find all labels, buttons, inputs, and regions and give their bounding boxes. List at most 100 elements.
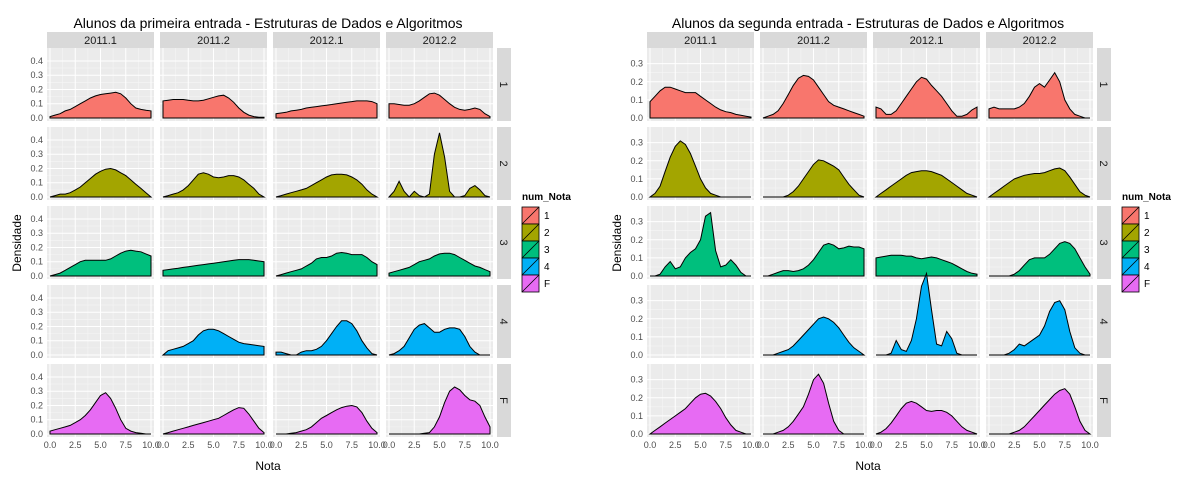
x-tick-label: 10.0 [368,440,386,450]
x-tick-label: 5.0 [807,440,820,450]
legend-label: 2 [1144,228,1150,239]
y-tick-label: 0.0 [30,113,43,123]
y-tick-label: 0.0 [30,271,43,281]
y-tick-label: 0.0 [630,350,643,360]
y-tick-label: 0.2 [30,163,43,173]
density-area-4 [876,271,977,356]
x-tick-label: 5.0 [433,440,446,450]
density-area-3 [275,251,378,277]
facet-panel [873,48,980,121]
facet-panel [986,127,1093,200]
row-strip-label: 3 [1097,239,1109,245]
y-tick-label: 0.2 [30,400,43,410]
facet-panel [647,364,754,437]
density-area-F [49,392,151,435]
density-area-F [389,386,491,435]
density-area-F [648,392,751,435]
density-area-1 [988,71,1090,119]
facet-panel [647,48,754,121]
facet-panel [647,206,754,279]
x-tick-label: 7.5 [1058,440,1071,450]
row-strip [497,48,511,121]
row-strip-label: F [497,397,509,404]
y-tick-label: 0.2 [630,235,643,245]
row-strip-label: 3 [497,239,509,245]
legend-title: num_Nota [1122,192,1171,203]
y-tick-label: 0.1 [30,336,43,346]
density-area-4 [388,323,490,356]
x-tick-label: 7.5 [345,440,358,450]
density-area-2 [275,173,379,198]
x-tick-label: 5.0 [1033,440,1046,450]
legend-label: F [1144,279,1150,290]
facet-panel [386,364,493,437]
y-tick-label: 0.4 [30,293,43,303]
density-area-4 [989,300,1090,356]
density-area-F [276,404,378,435]
row-strip-label: 2 [497,160,509,166]
y-tick-label: 0.2 [30,321,43,331]
column-strip [873,32,980,48]
facet-panel [273,285,380,358]
x-tick-label: 0.0 [270,440,283,450]
y-tick-label: 0.2 [30,84,43,94]
facet-panel [160,364,267,437]
facet-panel [986,48,1093,121]
column-strip [160,32,267,48]
row-strip [497,206,511,279]
row-strip [1097,285,1111,358]
x-tick-label: 10.0 [255,440,273,450]
x-axis-title: Nota [855,459,881,473]
density-area-1 [649,86,752,119]
legend-label: 3 [1144,245,1150,256]
chart-title: Alunos da segunda entrada - Estruturas d… [672,15,1064,31]
y-tick-label: 0.0 [30,192,43,202]
facet-panel [47,127,154,200]
x-tick-label: 5.0 [320,440,333,450]
legend-key-slash [1121,274,1140,293]
row-strip [1097,48,1111,121]
density-area-2 [648,140,751,198]
y-tick-label: 0.0 [630,271,643,281]
x-tick-label: 10.0 [968,440,986,450]
density-area-F [162,407,265,435]
legend-key-slash [1121,206,1140,225]
x-tick-label: 10.0 [855,440,873,450]
y-tick-label: 0.3 [30,70,43,80]
x-tick-label: 2.5 [782,440,795,450]
facet-panel [386,48,493,121]
facet-panel [873,364,980,437]
facet-panel [160,48,267,121]
facet-panel [386,127,493,200]
density-area-4 [161,328,265,356]
density-area-F [875,400,978,435]
density-area-1 [275,100,378,119]
y-tick-label: 0.3 [30,307,43,317]
facet-panel [47,206,154,279]
legend-label: 3 [544,245,550,256]
density-area-1 [388,92,491,119]
facet-panel [273,364,380,437]
density-area-1 [875,76,978,119]
facet-panel [760,364,867,437]
facet-panel [47,364,154,437]
density-area-1 [762,74,865,119]
column-strip-label: 2011.2 [197,35,230,47]
density-area-3 [763,242,865,277]
density-area-1 [162,94,265,119]
row-strip [1097,127,1111,200]
y-axis-title: Densidade [610,214,624,272]
row-strip-label: 4 [1097,318,1109,324]
row-strip-label: 1 [1097,81,1109,87]
legend-key-slash [521,240,540,259]
y-tick-label: 0.2 [30,242,43,252]
legend-key-slash [521,223,540,242]
x-tick-label: 10.0 [481,440,499,450]
density-area-3 [49,249,152,277]
x-tick-label: 0.0 [644,440,657,450]
y-axis-title: Densidade [10,214,24,272]
facet-panel [873,271,980,358]
column-strip-label: 2011.2 [797,35,830,47]
density-area-4 [275,320,378,356]
column-strip [647,32,754,48]
